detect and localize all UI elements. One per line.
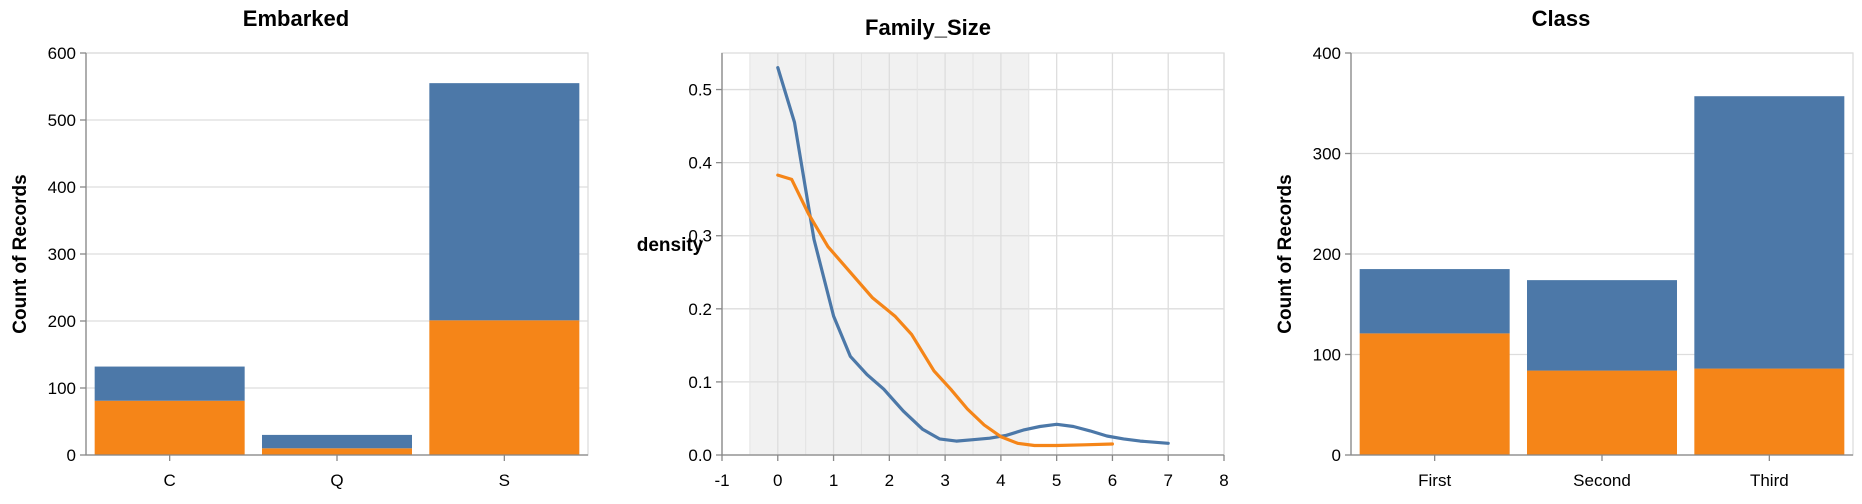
- x-tick-label: 6: [1108, 471, 1117, 490]
- x-tick-label: 2: [885, 471, 894, 490]
- bar-blue-c: [94, 366, 245, 401]
- bar-blue-first: [1359, 269, 1510, 334]
- density-line-blue: [776, 66, 1170, 445]
- y-tick-label: 200: [1313, 245, 1341, 264]
- x-tick-label: Second: [1573, 471, 1631, 490]
- x-tick-label: Q: [330, 471, 343, 490]
- y-tick-label: 100: [48, 379, 76, 398]
- class-title: Class: [1532, 6, 1591, 31]
- x-tick-label: 8: [1219, 471, 1228, 490]
- y-tick-label: 0.4: [688, 154, 712, 173]
- family-size-panel: Family_Size 0.0 0.1 0.2 0.3 0.4 0.5 -1 0 1 2 3 4 5 6 7…: [637, 15, 1229, 490]
- y-tick-label: 0: [1332, 446, 1341, 465]
- bar-orange-c: [94, 400, 245, 455]
- bar-blue-second: [1527, 280, 1677, 371]
- bar-orange-second: [1527, 370, 1677, 455]
- y-tick-label: 300: [48, 245, 76, 264]
- y-tick-label: 300: [1313, 145, 1341, 164]
- x-tick-label: S: [499, 471, 510, 490]
- y-tick-label: 0.0: [688, 446, 712, 465]
- family-size-y-axis-title: density: [637, 235, 704, 256]
- embarked-y-axis-title: Count of Records: [10, 174, 31, 333]
- x-tick-label: 5: [1052, 471, 1061, 490]
- class-y-axis-title: Count of Records: [1275, 174, 1296, 333]
- density-line-orange: [776, 173, 1114, 448]
- bar-blue-third: [1694, 96, 1845, 369]
- x-tick-label: Third: [1750, 471, 1789, 490]
- y-tick-label: 0: [67, 446, 76, 465]
- x-tick-label: 1: [829, 471, 838, 490]
- bar-orange-first: [1359, 333, 1510, 455]
- y-tick-label: 500: [48, 111, 76, 130]
- embarked-panel: Embarked Count of Records 0 100 200 300 400 5…: [10, 6, 589, 490]
- embarked-title: Embarked: [243, 6, 349, 31]
- y-tick-label: 600: [48, 44, 76, 63]
- y-tick-label: 0.1: [688, 373, 712, 392]
- y-tick-label: 0.2: [688, 300, 712, 319]
- y-tick-label: 100: [1313, 346, 1341, 365]
- x-tick-label: 7: [1163, 471, 1172, 490]
- bar-orange-q: [262, 448, 412, 455]
- x-tick-label: -1: [714, 471, 729, 490]
- y-tick-label: 0.3: [688, 227, 712, 246]
- x-tick-label: 4: [996, 471, 1005, 490]
- bar-blue-q: [262, 434, 412, 449]
- family-size-title: Family_Size: [865, 15, 991, 40]
- x-tick-label: C: [164, 471, 176, 490]
- y-tick-label: 400: [48, 178, 76, 197]
- bar-orange-s: [429, 320, 580, 455]
- y-tick-label: 200: [48, 312, 76, 331]
- class-panel: Class Count of Records 0 100 200 300 400 Firs…: [1275, 6, 1854, 490]
- x-tick-label: 3: [940, 471, 949, 490]
- y-tick-label: 0.5: [688, 81, 712, 100]
- x-tick-label: 0: [773, 471, 782, 490]
- bar-orange-third: [1694, 368, 1845, 455]
- y-tick-label: 400: [1313, 44, 1341, 63]
- x-tick-label: First: [1418, 471, 1451, 490]
- bar-blue-s: [429, 83, 580, 321]
